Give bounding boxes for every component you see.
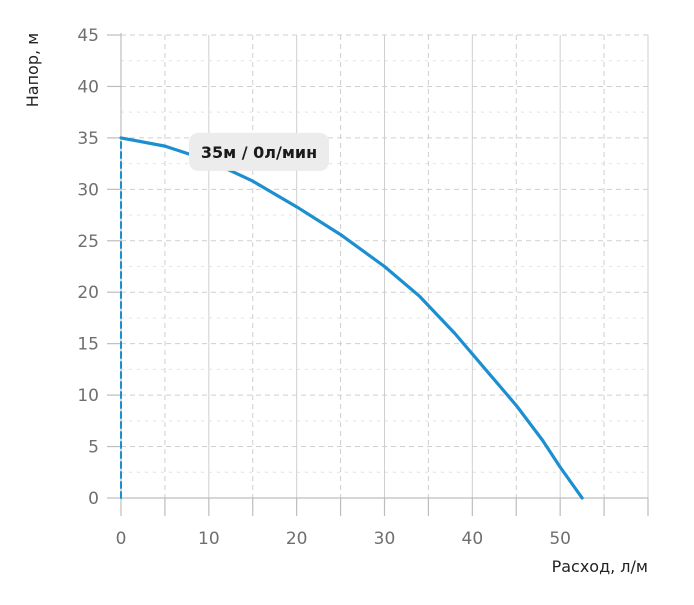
y-tick-label: 15 [77,335,99,355]
y-tick-label: 20 [77,283,99,303]
point-tooltip: 35м / 0л/мин [189,132,329,171]
y-tick-label: 25 [77,232,99,252]
y-tick-label: 10 [77,386,99,406]
axes [107,33,649,516]
x-tick-label: 50 [549,529,571,549]
x-tick-label: 30 [374,529,396,549]
x-tick-label: 0 [116,529,127,549]
x-tick-label: 10 [198,529,220,549]
grid [121,34,649,498]
tooltip-background [189,132,329,171]
y-tick-label: 5 [88,438,99,458]
tick-labels: 0 10 20 30 40 50 0 5 10 15 20 25 30 35 40 45 [77,26,571,549]
tooltip-text: 35м / 0л/мин [201,143,317,162]
y-tick-label: 35 [77,129,99,149]
x-tick-label: 20 [286,529,308,549]
y-tick-label: 30 [77,180,99,200]
y-tick-label: 0 [88,489,99,509]
x-axis-label: Расход, л/м [552,557,648,576]
y-tick-label: 40 [77,77,99,97]
pump-curve-line [119,136,584,500]
x-tick-label: 40 [462,529,484,549]
y-axis-label: Напор, м [23,33,42,107]
series-layer [119,136,584,500]
y-tick-label: 45 [77,26,99,46]
